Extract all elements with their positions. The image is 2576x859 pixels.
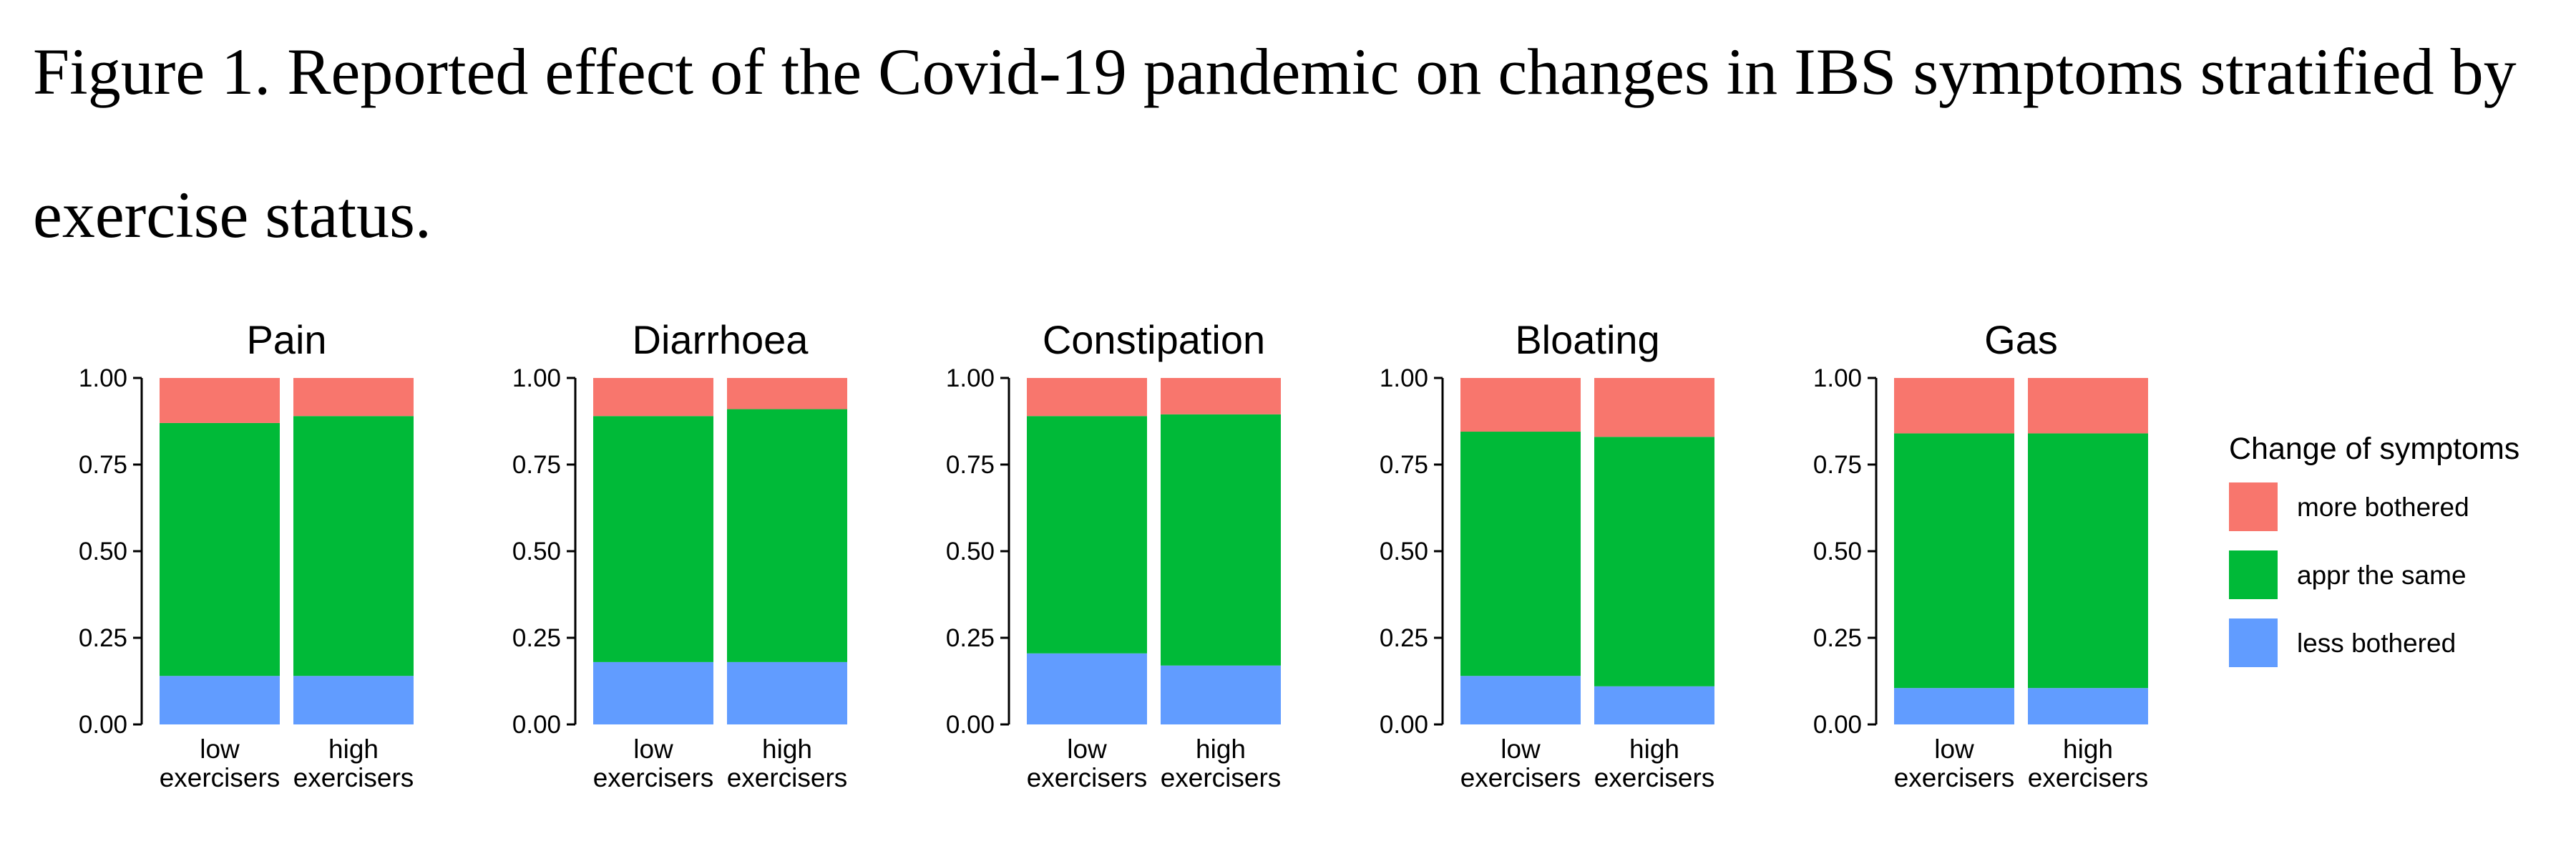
y-tick-label: 0.00 <box>1813 711 1862 739</box>
x-category-label: exercisers <box>1161 763 1282 792</box>
legend: Change of symptoms more bothered appr the … <box>2229 432 2519 667</box>
bar-segment-appr-the-same <box>160 422 280 676</box>
x-category-label: exercisers <box>1027 763 1148 792</box>
legend-label: appr the same <box>2297 560 2467 590</box>
bar-segment-less-bothered <box>593 661 713 724</box>
panel-title: Constipation <box>1043 317 1265 362</box>
y-tick-label: 0.50 <box>946 538 995 566</box>
bar-segment-less-bothered <box>160 676 280 724</box>
bar-segment-more-bothered <box>1460 378 1581 432</box>
bar-segment-more-bothered <box>2028 378 2148 434</box>
bar-segment-more-bothered <box>727 378 847 409</box>
legend-key-appr-the-same <box>2229 550 2278 599</box>
panel-title: Pain <box>246 317 326 362</box>
bar-segment-less-bothered <box>1161 665 1281 724</box>
figure-caption: Figure 1. Reported effect of the Covid-1… <box>33 35 2517 251</box>
panel-bloating: Bloating0.000.250.500.751.00lowexerciser… <box>1380 317 1714 792</box>
y-tick-label: 1.00 <box>512 364 561 392</box>
x-category-label: high <box>1629 734 1679 764</box>
bar-segment-appr-the-same <box>1460 432 1581 676</box>
bar-segment-more-bothered <box>1161 378 1281 414</box>
x-category-label: low <box>1934 734 1974 764</box>
x-category-label: exercisers <box>1894 763 2015 792</box>
bar-segment-appr-the-same <box>1894 433 2014 689</box>
panel-title: Bloating <box>1515 317 1659 362</box>
legend-key-less-bothered <box>2229 618 2278 667</box>
bar-segment-appr-the-same <box>293 416 414 676</box>
bar-segment-more-bothered <box>1894 378 2014 434</box>
y-tick-label: 0.25 <box>1380 624 1428 652</box>
legend-label: more bothered <box>2297 492 2469 522</box>
x-category-label: exercisers <box>727 763 848 792</box>
bar-segment-less-bothered <box>2028 688 2148 724</box>
x-category-label: exercisers <box>160 763 280 792</box>
bar-segment-more-bothered <box>1027 378 1147 417</box>
x-category-label: low <box>1501 734 1541 764</box>
x-category-label: high <box>1196 734 1246 764</box>
bar-segment-less-bothered <box>727 661 847 724</box>
x-category-label: high <box>328 734 379 764</box>
x-category-label: low <box>633 734 673 764</box>
bar-segment-less-bothered <box>1894 688 2014 724</box>
panel-diarrhoea: Diarrhoea0.000.250.500.751.00lowexercise… <box>512 317 847 792</box>
y-tick-label: 0.00 <box>512 711 561 739</box>
panel-constipation: Constipation0.000.250.500.751.00lowexerc… <box>946 317 1281 792</box>
bar-segment-more-bothered <box>593 378 713 417</box>
x-category-label: low <box>200 734 240 764</box>
y-tick-label: 0.75 <box>1813 451 1862 479</box>
bar-segment-appr-the-same <box>2028 433 2148 689</box>
legend-key-more-bothered <box>2229 482 2278 531</box>
y-tick-label: 0.25 <box>946 624 995 652</box>
bar-segment-appr-the-same <box>1027 416 1147 654</box>
y-tick-label: 0.25 <box>79 624 127 652</box>
y-tick-label: 0.50 <box>1380 538 1428 566</box>
panel-gas: Gas0.000.250.500.751.00lowexercisershigh… <box>1813 317 2148 792</box>
panel-title: Gas <box>1984 317 2058 362</box>
y-tick-label: 0.75 <box>512 451 561 479</box>
x-category-label: exercisers <box>293 763 414 792</box>
y-tick-label: 0.00 <box>946 711 995 739</box>
y-tick-label: 1.00 <box>946 364 995 392</box>
bar-segment-less-bothered <box>1594 686 1714 724</box>
y-tick-label: 0.75 <box>946 451 995 479</box>
y-tick-label: 0.50 <box>1813 538 1862 566</box>
legend-title: Change of symptoms <box>2229 432 2519 466</box>
y-tick-label: 0.75 <box>79 451 127 479</box>
bar-segment-appr-the-same <box>1161 414 1281 666</box>
legend-label: less bothered <box>2297 629 2456 658</box>
x-category-label: high <box>2063 734 2113 764</box>
x-category-label: exercisers <box>593 763 714 792</box>
bar-segment-less-bothered <box>1027 653 1147 724</box>
y-tick-label: 0.00 <box>79 711 127 739</box>
bar-segment-appr-the-same <box>593 416 713 662</box>
x-category-label: exercisers <box>1594 763 1715 792</box>
y-tick-label: 1.00 <box>1813 364 1862 392</box>
y-tick-label: 0.50 <box>512 538 561 566</box>
y-tick-label: 0.00 <box>1380 711 1428 739</box>
y-tick-label: 0.50 <box>79 538 127 566</box>
y-tick-label: 0.25 <box>1813 624 1862 652</box>
x-category-label: low <box>1067 734 1107 764</box>
bar-segment-more-bothered <box>293 378 414 417</box>
panel-pain: Pain0.000.250.500.751.00lowexercisershig… <box>79 317 414 792</box>
panel-title: Diarrhoea <box>633 317 809 362</box>
bar-segment-appr-the-same <box>1594 437 1714 686</box>
x-category-label: high <box>762 734 812 764</box>
bar-segment-more-bothered <box>160 378 280 423</box>
y-tick-label: 0.25 <box>512 624 561 652</box>
bar-segment-less-bothered <box>293 676 414 724</box>
y-tick-label: 1.00 <box>1380 364 1428 392</box>
y-tick-label: 1.00 <box>79 364 127 392</box>
x-category-label: exercisers <box>2028 763 2149 792</box>
x-category-label: exercisers <box>1460 763 1581 792</box>
bar-segment-less-bothered <box>1460 676 1581 724</box>
bar-segment-appr-the-same <box>727 409 847 662</box>
y-tick-label: 0.75 <box>1380 451 1428 479</box>
bar-segment-more-bothered <box>1594 378 1714 437</box>
